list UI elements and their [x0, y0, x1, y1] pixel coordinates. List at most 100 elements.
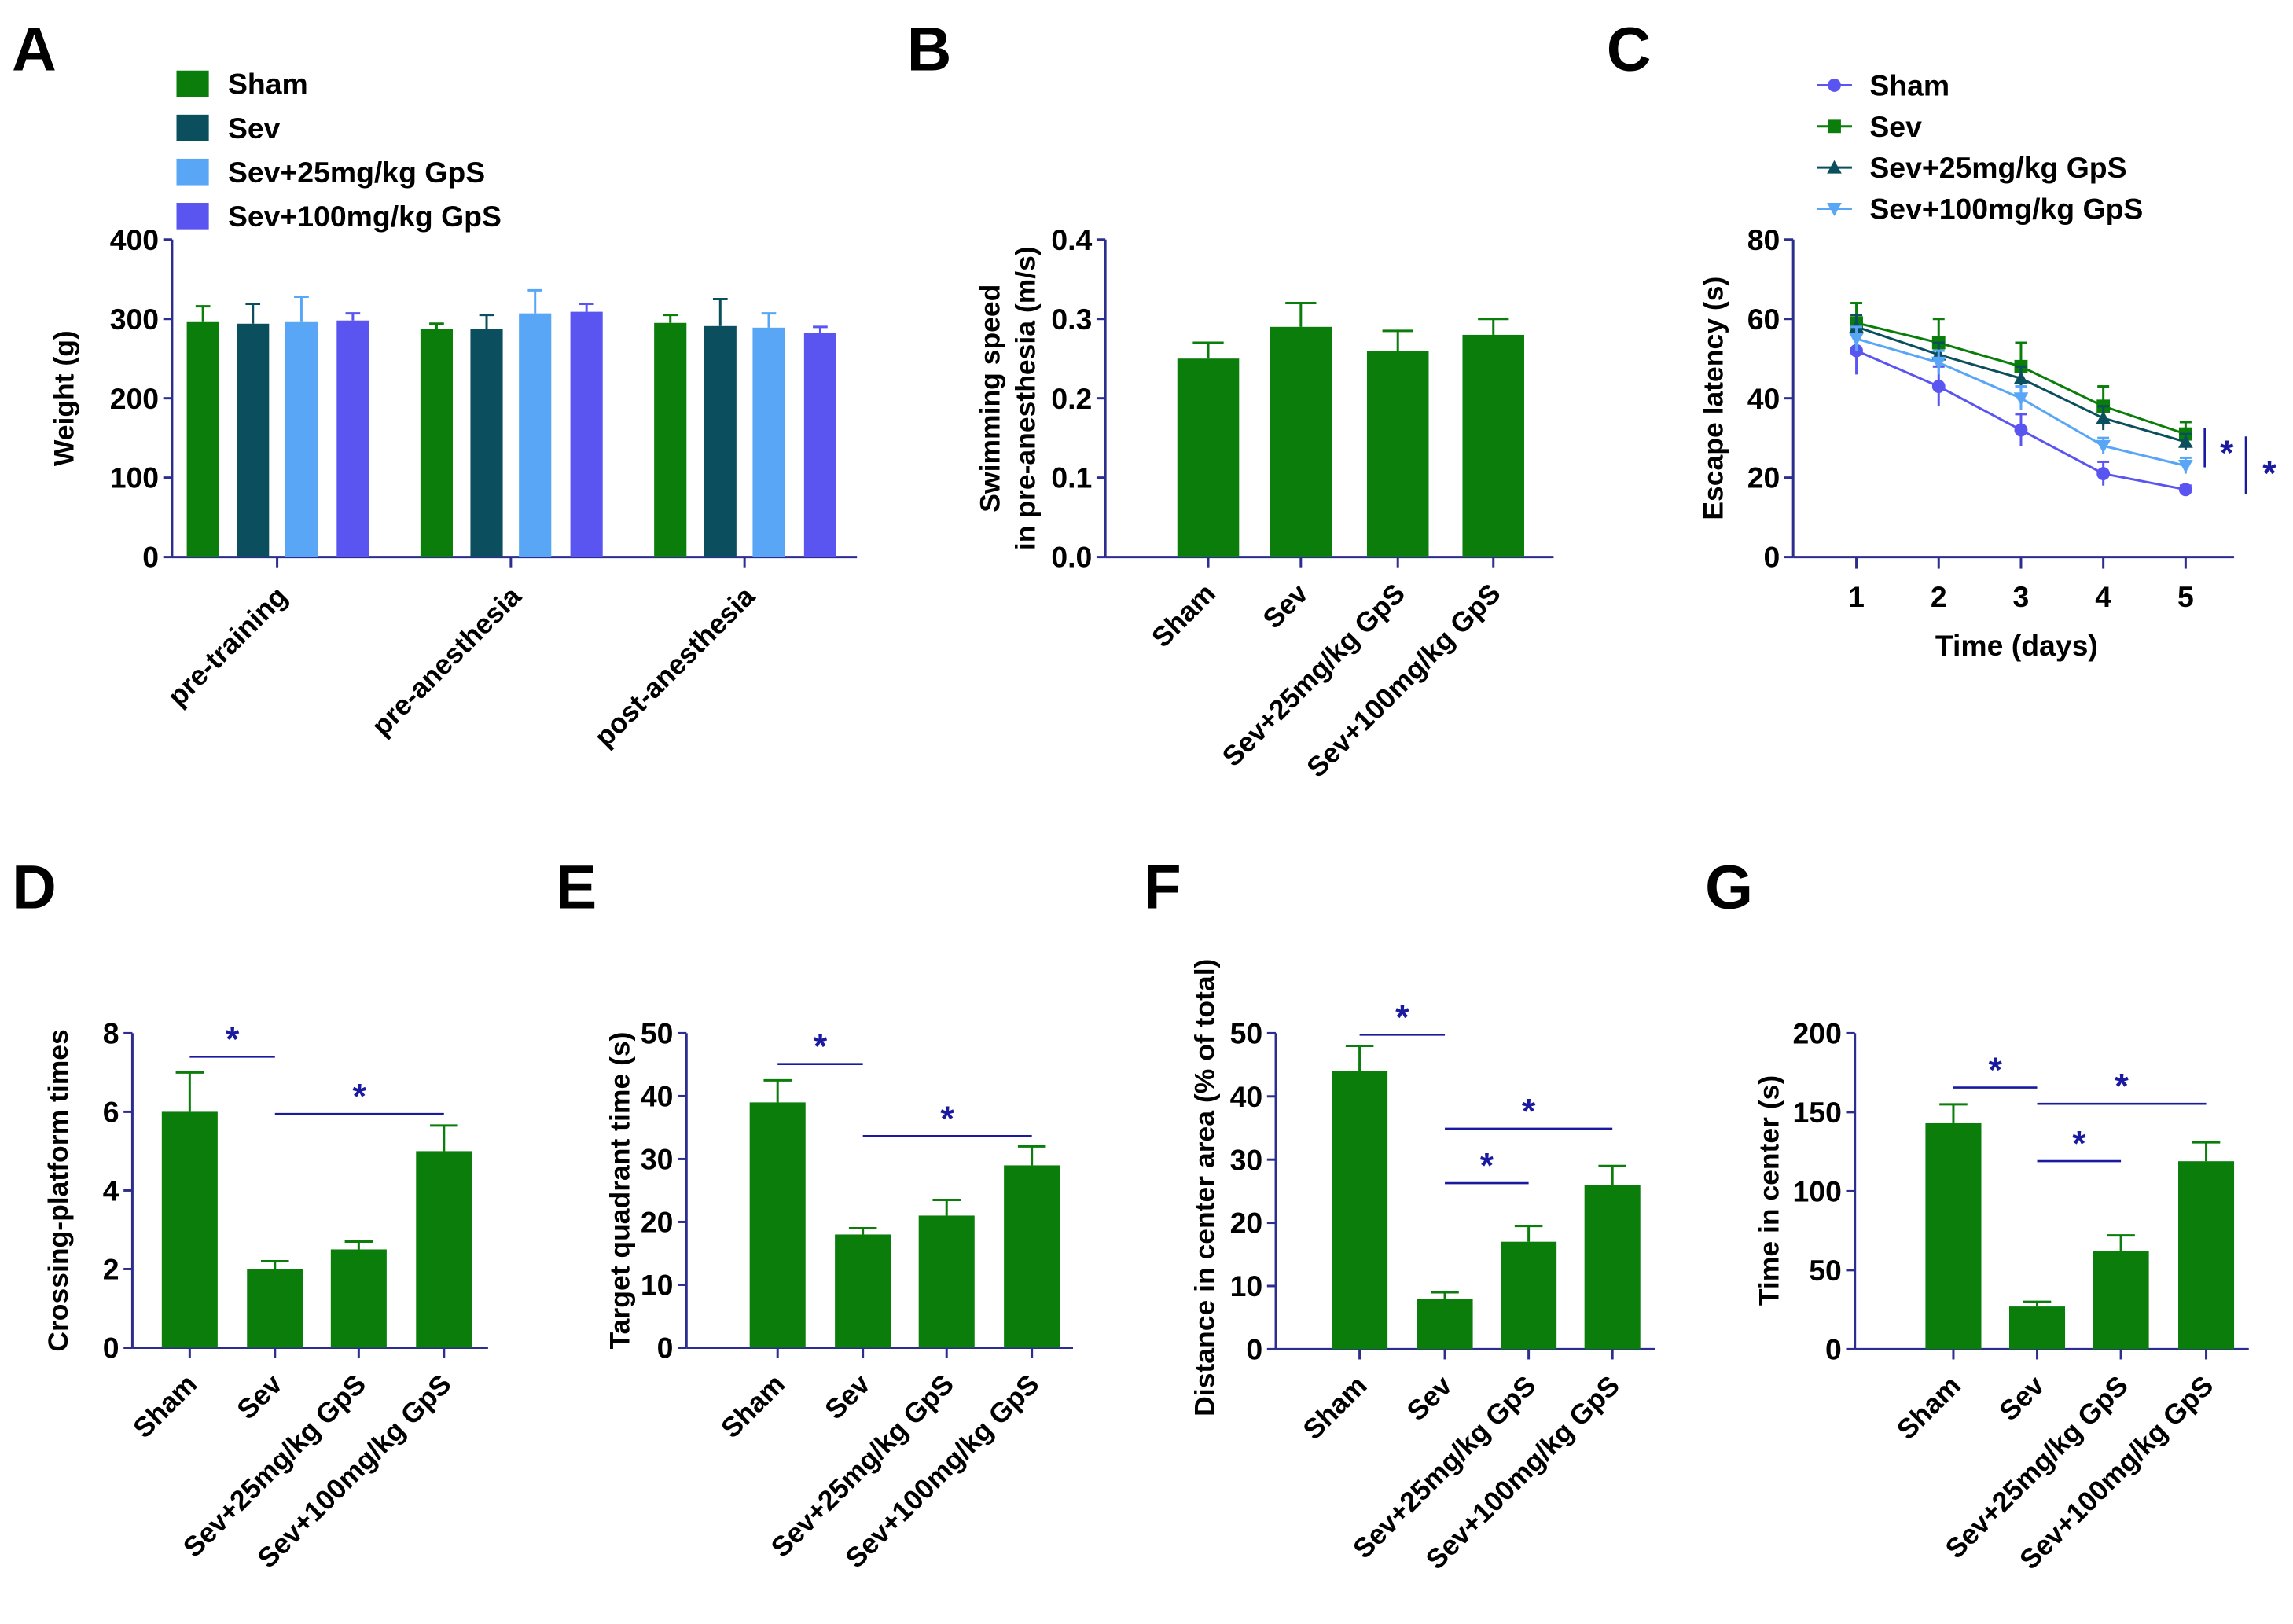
- panel-label-g: G: [1705, 852, 1753, 921]
- x-tick-label: Sev+25mg/kg GpS: [1216, 578, 1411, 773]
- x-tick-label: Sham: [1145, 578, 1222, 654]
- legend-label: Sham: [1869, 69, 1949, 102]
- y-tick-label: 0: [103, 1332, 119, 1365]
- y-tick-label: 30: [1230, 1143, 1263, 1176]
- y-tick-label: 50: [1809, 1254, 1842, 1287]
- bar: [247, 1269, 303, 1348]
- bar: [654, 322, 687, 557]
- legend-label: Sev: [228, 112, 281, 145]
- marker-circle: [2096, 467, 2111, 481]
- significance-star: *: [1989, 1049, 2003, 1089]
- panel-label-e: E: [556, 852, 597, 921]
- y-tick-label: 40: [1747, 382, 1780, 415]
- y-tick-label: 50: [1230, 1016, 1263, 1049]
- y-tick-label: 30: [641, 1143, 674, 1176]
- marker-triangle-up: [2178, 434, 2193, 448]
- y-tick-label: 4: [103, 1174, 119, 1207]
- x-tick-label: Sham: [715, 1368, 791, 1444]
- bar: [704, 325, 737, 557]
- x-tick-label: 1: [1848, 580, 1865, 613]
- y-tick-label: 40: [1230, 1080, 1263, 1113]
- significance-star: *: [2220, 432, 2234, 472]
- bar: [186, 321, 219, 557]
- y-axis-label: Time in center (s): [1753, 1075, 1784, 1306]
- legend-label: Sev+100mg/kg GpS: [228, 200, 502, 233]
- y-tick-label: 200: [110, 382, 159, 415]
- significance-star: *: [940, 1098, 954, 1138]
- bar: [835, 1234, 891, 1348]
- y-axis-label: Swimming speed: [975, 285, 1006, 513]
- marker-triangle-down: [1931, 356, 1946, 370]
- bar: [285, 321, 318, 557]
- y-tick-label: 8: [103, 1016, 119, 1049]
- marker-triangle-down: [2096, 439, 2111, 454]
- significance-star: *: [2262, 453, 2276, 493]
- marker-triangle-up: [2096, 410, 2111, 424]
- marker-triangle-down: [2178, 460, 2193, 473]
- x-tick-label: 3: [2013, 580, 2030, 613]
- y-tick-label: 0: [657, 1332, 674, 1365]
- marker-circle: [2178, 483, 2192, 497]
- panel-label-d: D: [12, 852, 57, 921]
- y-tick-label: 100: [1793, 1174, 1842, 1207]
- bar: [1004, 1165, 1060, 1348]
- legend-label: Sev+25mg/kg GpS: [1869, 151, 2126, 184]
- y-tick-label: 100: [110, 461, 159, 494]
- marker-circle: [2014, 423, 2028, 437]
- bar: [2009, 1306, 2066, 1350]
- y-tick-label: 150: [1793, 1096, 1842, 1129]
- x-tick-label: 4: [2095, 580, 2111, 613]
- bar: [1417, 1299, 1473, 1350]
- legend-label: Sev+25mg/kg GpS: [228, 156, 485, 189]
- x-tick-label: post-anesthesia: [588, 580, 761, 753]
- bar: [803, 333, 836, 557]
- bar: [1366, 351, 1429, 557]
- legend-swatch: [176, 70, 209, 97]
- significance-star: *: [226, 1019, 240, 1059]
- bar: [1462, 334, 1525, 557]
- y-tick-label: 40: [641, 1079, 674, 1112]
- marker-triangle-up: [2013, 371, 2029, 384]
- y-tick-label: 50: [641, 1016, 674, 1049]
- bar: [1332, 1071, 1388, 1350]
- panel-label-b: B: [907, 15, 952, 84]
- y-tick-label: 400: [110, 223, 159, 256]
- marker-circle: [1828, 79, 1841, 92]
- significance-star: *: [1522, 1090, 1536, 1130]
- y-axis-label: in pre-anesthesia (m/s): [1009, 246, 1041, 550]
- x-tick-label: Sham: [1891, 1369, 1967, 1446]
- bar: [237, 323, 270, 557]
- x-tick-label: Sev: [1993, 1369, 2050, 1427]
- bar: [752, 327, 785, 557]
- bar: [1584, 1185, 1641, 1350]
- bar: [1925, 1122, 1982, 1350]
- bar: [2178, 1161, 2235, 1350]
- legend-label: Sham: [228, 68, 308, 101]
- bar: [161, 1111, 218, 1348]
- x-tick-label: Sham: [1297, 1369, 1373, 1446]
- x-tick-label: 5: [2177, 580, 2194, 613]
- marker-triangle-down: [1849, 333, 1864, 347]
- bar: [1501, 1241, 1557, 1350]
- y-tick-label: 0: [142, 541, 159, 574]
- bar: [416, 1151, 472, 1348]
- y-tick-label: 200: [1793, 1016, 1842, 1049]
- x-tick-label: Sev: [1257, 577, 1314, 634]
- marker-triangle-up: [1827, 160, 1842, 174]
- y-tick-label: 0: [1246, 1332, 1262, 1365]
- x-tick-label: pre-anesthesia: [366, 580, 527, 742]
- y-axis-label: Escape latency (s): [1697, 277, 1729, 520]
- y-tick-label: 10: [1230, 1269, 1263, 1303]
- panel-label-f: F: [1144, 852, 1181, 921]
- y-tick-label: 20: [641, 1206, 674, 1239]
- bar: [330, 1249, 387, 1348]
- y-tick-label: 0: [1825, 1332, 1842, 1365]
- y-axis-label: Target quadrant time (s): [604, 1032, 635, 1350]
- x-axis-label: Time (days): [1935, 629, 2098, 662]
- y-tick-label: 0.3: [1051, 303, 1092, 336]
- significance-star: *: [2072, 1123, 2086, 1163]
- y-axis-label: Distance in center area (% of total): [1189, 959, 1221, 1416]
- y-tick-label: 10: [641, 1269, 674, 1302]
- legend-label: Sev: [1869, 110, 1922, 143]
- significance-star: *: [1480, 1145, 1494, 1185]
